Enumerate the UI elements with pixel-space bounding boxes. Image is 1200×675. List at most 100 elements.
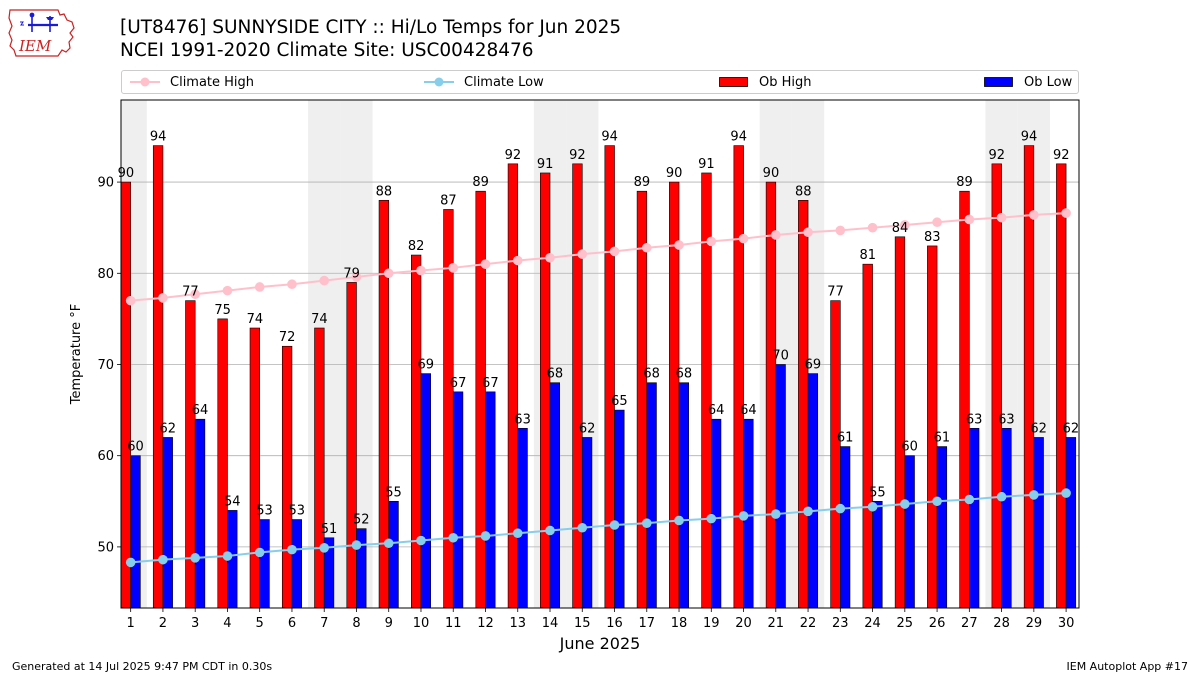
ob-low-bar xyxy=(388,500,399,609)
x-tick-label: 27 xyxy=(961,616,978,631)
ob-high-value-label: 75 xyxy=(214,303,231,318)
climate-high-point xyxy=(835,225,846,236)
ob-low-value-label: 64 xyxy=(708,403,725,418)
ob-high-value-label: 94 xyxy=(1021,130,1038,145)
x-tick-label: 19 xyxy=(703,616,720,631)
x-tick-label: 10 xyxy=(413,616,430,631)
climate-high-point xyxy=(1029,210,1039,220)
ob-low-bar xyxy=(646,382,657,609)
climate-high-point xyxy=(287,279,297,290)
climate-low-point xyxy=(512,528,523,539)
climate-high-point xyxy=(383,268,394,279)
ob-low-bar xyxy=(517,428,528,609)
y-tick-label: 60 xyxy=(97,449,114,464)
ob-low-bar xyxy=(420,373,431,609)
ob-high-bar xyxy=(862,263,873,609)
ob-low-bar xyxy=(969,428,980,609)
legend-item-climate-high: Climate High xyxy=(130,71,254,93)
y-tick-label: 90 xyxy=(97,176,114,191)
x-tick-label: 5 xyxy=(256,616,264,631)
ob-high-bar xyxy=(346,282,357,609)
climate-low-point xyxy=(770,509,781,519)
ob-low-value-label: 54 xyxy=(224,494,241,509)
ob-high-value-label: 72 xyxy=(279,330,296,345)
ob-high-value-label: 89 xyxy=(634,175,651,190)
climate-high-point xyxy=(319,275,330,286)
logo-text: IEM xyxy=(18,37,52,55)
climate-low-point xyxy=(706,513,717,524)
ob-high-value-label: 94 xyxy=(730,130,747,145)
ob-high-value-label: 74 xyxy=(311,312,328,327)
climate-low-point xyxy=(803,506,813,517)
ob-high-bar xyxy=(314,327,325,609)
ob-low-value-label: 61 xyxy=(837,431,854,446)
climate-low-point xyxy=(1029,490,1039,500)
x-tick-label: 23 xyxy=(832,616,849,631)
ob-low-bar xyxy=(549,382,560,609)
climate-low-point xyxy=(996,491,1007,502)
ob-low-bar xyxy=(581,437,593,609)
x-tick-label: 22 xyxy=(800,616,817,631)
climate-low-point xyxy=(900,499,910,509)
ob-low-value-label: 65 xyxy=(611,394,628,409)
ob-low-bar xyxy=(807,373,819,609)
ob-high-bar xyxy=(1056,163,1067,609)
ob-high-bar xyxy=(475,190,486,609)
ob-low-value-label: 69 xyxy=(418,358,435,373)
ob-high-value-label: 77 xyxy=(827,285,844,300)
climate-high-point xyxy=(706,236,717,247)
climate-high-point xyxy=(512,255,523,266)
ob-high-value-label: 74 xyxy=(247,312,264,327)
climate-low-point xyxy=(222,551,233,561)
generated-timestamp: Generated at 14 Jul 2025 9:47 PM CDT in … xyxy=(12,660,273,673)
ob-high-bar xyxy=(636,190,648,609)
ob-low-bar xyxy=(485,391,496,609)
legend-label-ob-high: Ob High xyxy=(759,74,812,90)
x-tick-label: 7 xyxy=(320,616,328,631)
x-tick-label: 16 xyxy=(606,616,623,631)
x-tick-label: 8 xyxy=(352,616,360,631)
ob-high-bar xyxy=(765,181,777,609)
climate-high-point xyxy=(254,282,265,292)
x-tick-label: 26 xyxy=(929,616,946,631)
climate-high-point xyxy=(125,295,136,306)
y-tick-label: 70 xyxy=(97,358,114,373)
legend-item-ob-low: Ob Low xyxy=(984,71,1072,93)
ob-high-value-label: 83 xyxy=(924,230,941,245)
ob-high-bar xyxy=(249,327,261,609)
x-tick-label: 25 xyxy=(897,616,914,631)
ob-low-value-label: 68 xyxy=(676,367,693,382)
climate-low-point xyxy=(383,538,394,549)
ob-high-bar xyxy=(733,145,744,609)
ob-low-bar xyxy=(710,418,722,609)
x-tick-label: 24 xyxy=(864,616,881,631)
climate-low-point xyxy=(577,522,588,533)
x-tick-label: 12 xyxy=(477,616,494,631)
ob-low-value-label: 69 xyxy=(805,358,822,373)
ob-low-bar xyxy=(452,391,464,609)
ob-high-value-label: 84 xyxy=(892,221,909,236)
x-tick-label: 13 xyxy=(509,616,526,631)
ob-high-bar xyxy=(894,236,906,609)
ob-low-value-label: 68 xyxy=(643,367,660,382)
x-tick-label: 6 xyxy=(288,616,296,631)
climate-low-line xyxy=(130,492,1067,564)
ob-low-bar xyxy=(291,519,302,609)
x-tick-label: 18 xyxy=(671,616,688,631)
climate-low-point xyxy=(867,501,878,512)
x-tick-label: 17 xyxy=(638,616,655,631)
ob-low-bar xyxy=(614,409,625,609)
ob-high-value-label: 77 xyxy=(182,285,199,300)
ob-low-value-label: 70 xyxy=(772,348,789,363)
climate-high-point xyxy=(900,220,910,230)
ob-high-value-label: 91 xyxy=(537,157,554,172)
climate-low-point xyxy=(964,494,975,505)
climate-high-point xyxy=(480,259,491,269)
chart-subtitle: NCEI 1991-2020 Climate Site: USC00428476 xyxy=(120,40,534,61)
ob-low-value-label: 55 xyxy=(385,485,402,500)
ob-high-bar xyxy=(217,318,228,609)
ob-high-value-label: 90 xyxy=(118,166,135,181)
ob-high-bar xyxy=(959,190,970,609)
climate-high-point xyxy=(577,249,588,259)
